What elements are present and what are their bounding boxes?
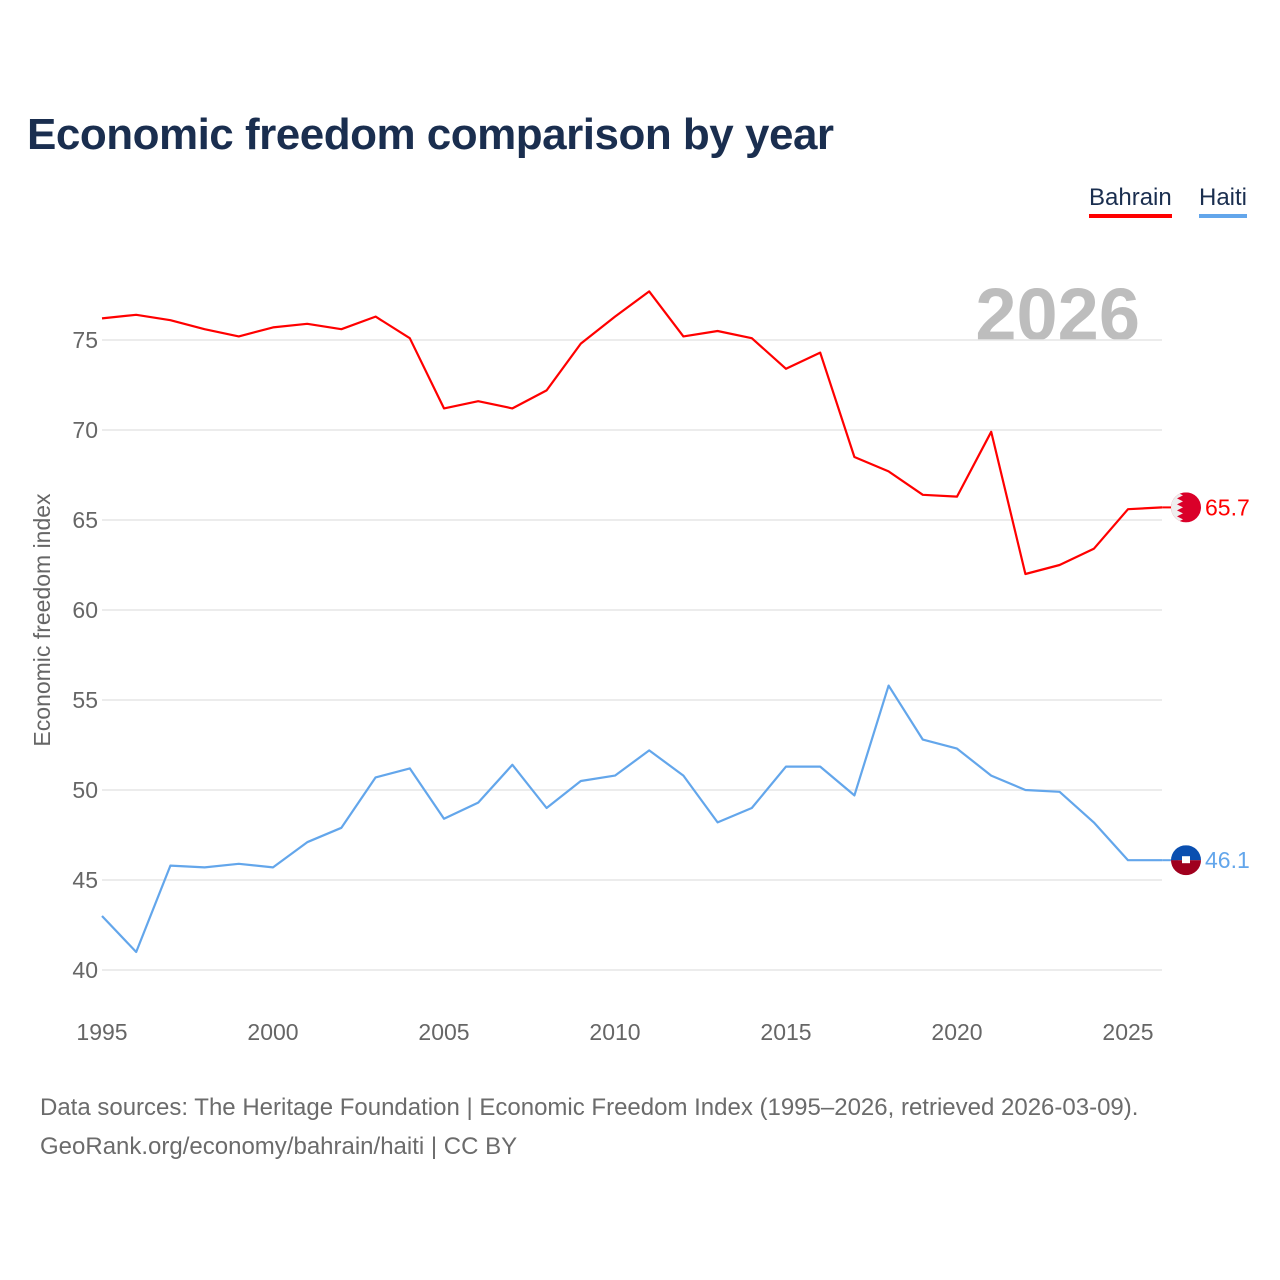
y-tick-label: 40 [72,957,98,983]
y-axis-label: Economic freedom index [29,493,55,747]
y-tick-label: 65 [72,507,98,533]
x-tick-label: 1995 [76,1019,127,1045]
x-tick-label: 2025 [1102,1019,1153,1045]
x-tick-label: 2020 [931,1019,982,1045]
flag-white [1171,492,1183,523]
x-tick-label: 2010 [589,1019,640,1045]
y-tick-label: 60 [72,597,98,623]
x-tick-label: 2005 [418,1019,469,1045]
series-line-bahrain [101,290,1163,576]
flag-blue [1171,845,1201,861]
end-value-label-haiti: 46.1 [1205,847,1250,873]
y-tick-label: 50 [72,777,98,803]
flag-bahrain-icon [1171,492,1201,523]
year-watermark: 2026 [975,273,1140,356]
y-tick-label: 55 [72,687,98,713]
series-line-haiti [101,684,1163,954]
x-tick-label: 2015 [760,1019,811,1045]
y-tick-label: 75 [72,327,98,353]
y-tick-label: 45 [72,867,98,893]
legend-item-bahrain[interactable]: Bahrain [1089,184,1172,218]
x-tick-label: 2000 [247,1019,298,1045]
flag-emblem [1182,856,1190,864]
data-source-text: Data sources: The Heritage Foundation | … [40,1094,1139,1121]
flag-haiti-icon [1171,845,1201,876]
footer: Data sources: The Heritage Foundation | … [40,1088,1138,1166]
flag-red [1171,860,1201,876]
attribution-text: GeoRank.org/economy/bahrain/haiti | CC B… [40,1133,518,1160]
y-tick-label: 70 [72,417,98,443]
end-value-label-bahrain: 65.7 [1205,494,1250,520]
legend-item-haiti[interactable]: Haiti [1199,184,1248,218]
chart-title: Economic freedom comparison by year [27,110,834,159]
